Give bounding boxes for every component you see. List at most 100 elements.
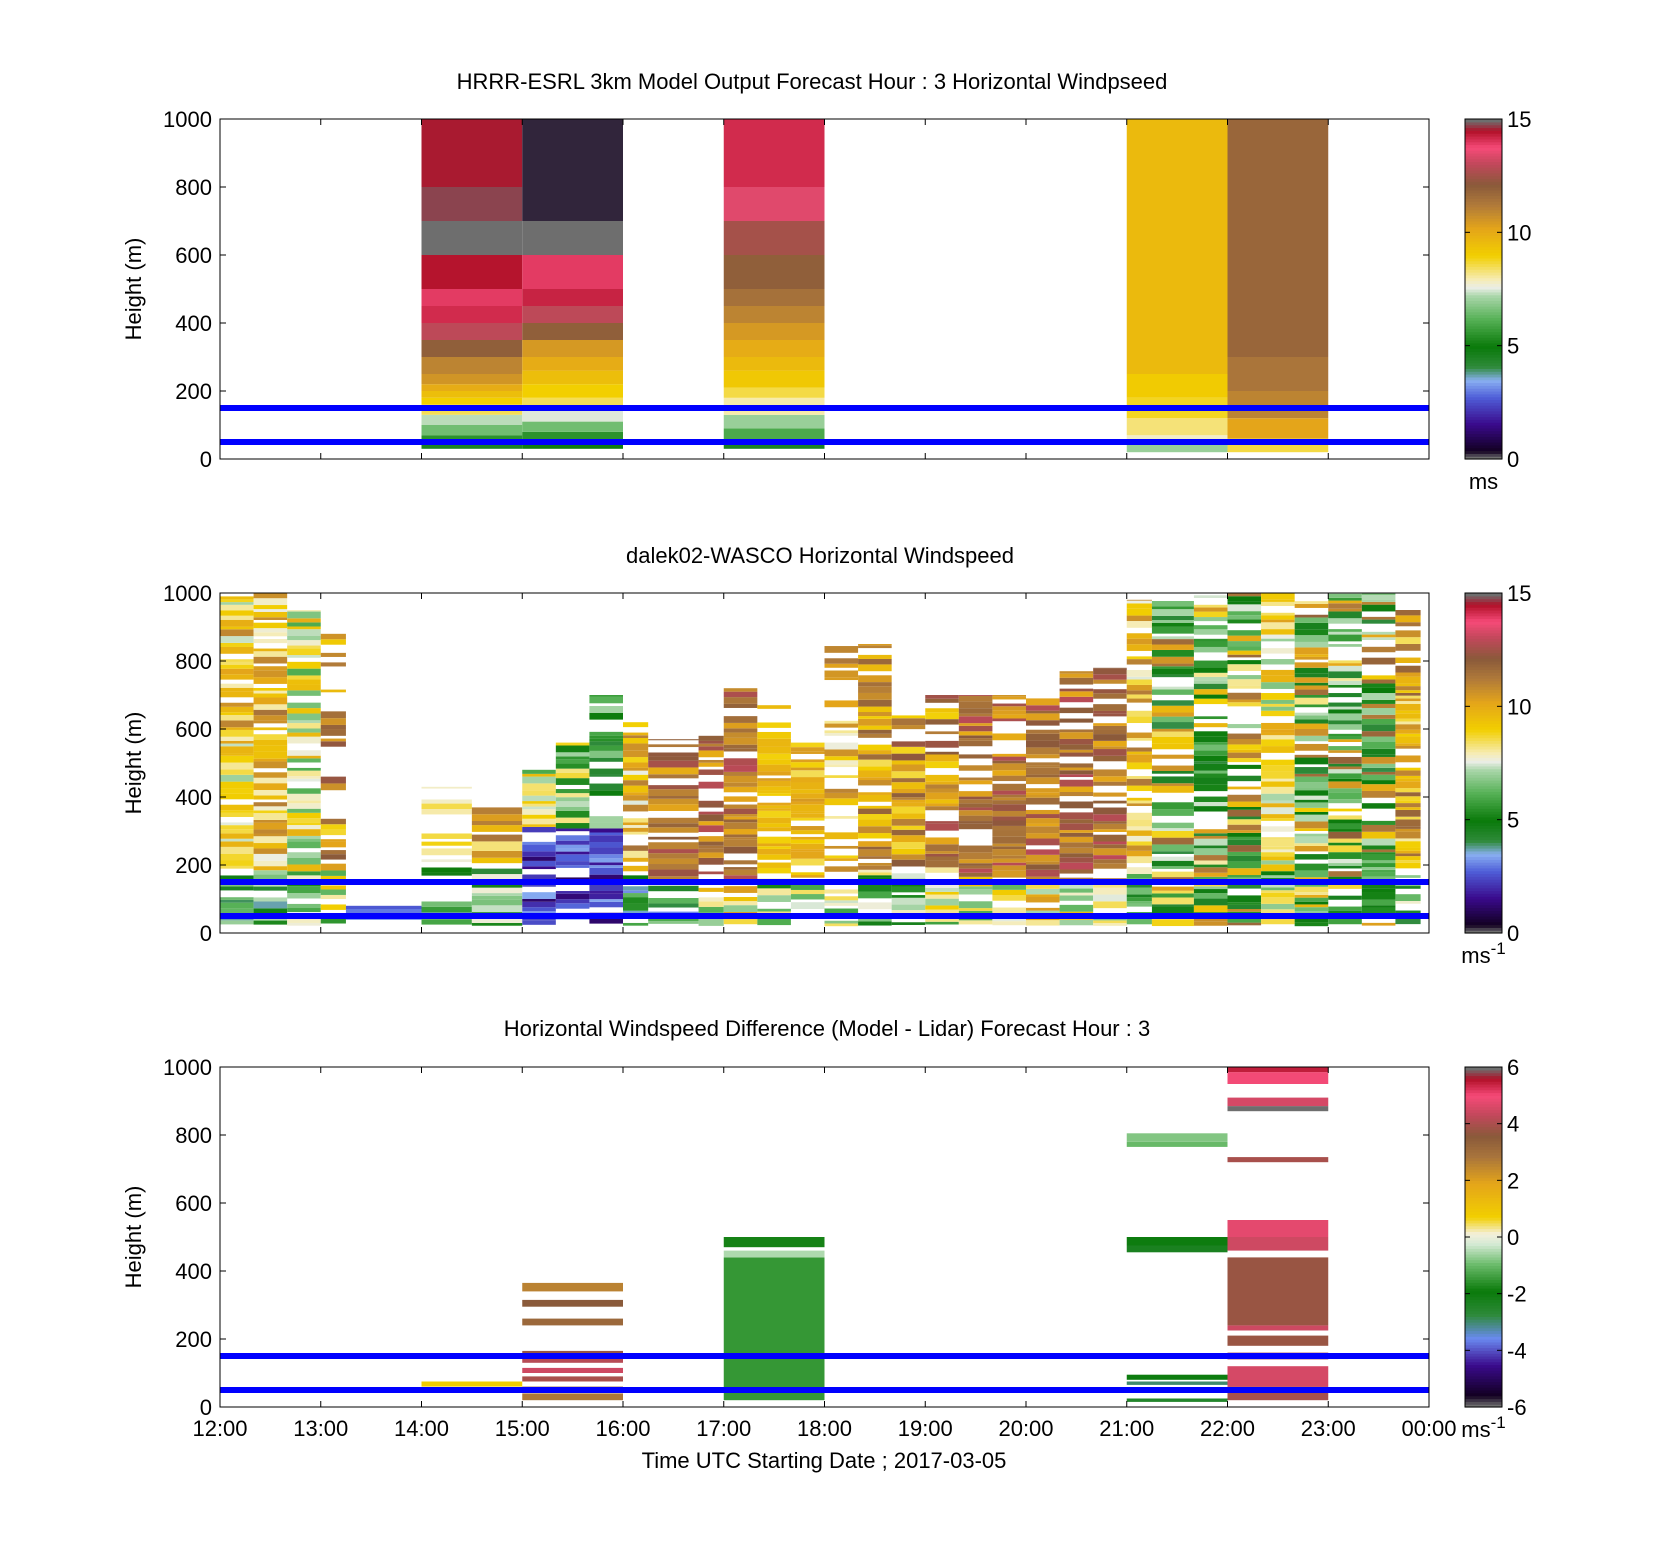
heatmap-cell <box>1126 694 1152 699</box>
colorbar-swatch <box>1465 887 1502 892</box>
heatmap-cell <box>1026 720 1060 726</box>
colorbar-swatch <box>1465 1222 1502 1227</box>
heatmap-cell <box>992 884 1026 890</box>
heatmap-cell <box>925 784 959 789</box>
y-tick-label: 800 <box>175 1123 212 1148</box>
heatmap-cell <box>1361 736 1396 743</box>
heatmap-cell <box>1026 876 1060 880</box>
heatmap-cell <box>1361 888 1396 893</box>
heatmap-cell <box>1361 852 1396 855</box>
heatmap-cell <box>1227 1335 1329 1346</box>
heatmap-cell <box>1361 679 1396 684</box>
heatmap-cell <box>925 731 959 735</box>
heatmap-cell <box>1151 716 1194 723</box>
heatmap-cell <box>471 916 523 924</box>
heatmap-cell <box>522 892 556 899</box>
heatmap-cell <box>1294 603 1329 608</box>
heatmap-cell <box>925 803 959 807</box>
heatmap-cell <box>1026 907 1060 911</box>
heatmap-cell <box>555 861 590 866</box>
heatmap-cell <box>723 387 825 398</box>
colorbar-swatch <box>1465 425 1502 429</box>
heatmap-cell <box>925 856 959 861</box>
heatmap-cell <box>421 799 472 804</box>
heatmap-cell <box>1227 801 1262 808</box>
heatmap-cell <box>1328 865 1362 869</box>
heatmap-cell <box>1126 599 1152 601</box>
heatmap-cell <box>1227 855 1262 862</box>
colorbar-swatch <box>1465 331 1502 335</box>
heatmap-cell <box>555 848 590 852</box>
heatmap-cell <box>555 891 590 894</box>
heatmap-cell <box>648 885 699 892</box>
heatmap-cell <box>1261 871 1295 876</box>
heatmap-cell <box>925 719 959 725</box>
heatmap-cell <box>723 187 825 221</box>
heatmap-cell <box>790 801 825 805</box>
colorbar-tick-label: 0 <box>1507 447 1519 472</box>
colorbar-swatch <box>1465 737 1502 741</box>
heatmap-cell <box>320 639 346 645</box>
heatmap-cell <box>1059 718 1094 723</box>
heatmap-cell <box>471 905 523 913</box>
heatmap-cell <box>1294 916 1329 923</box>
heatmap-cell <box>522 860 556 867</box>
heatmap-cell <box>1227 1072 1329 1084</box>
colorbar-swatch <box>1465 1157 1502 1162</box>
heatmap-cell <box>1193 680 1228 684</box>
heatmap-cell <box>253 843 288 849</box>
heatmap-cell <box>1328 629 1362 632</box>
heatmap-cell <box>1261 875 1295 878</box>
heatmap-cell <box>824 700 859 708</box>
heatmap-cell <box>253 727 288 731</box>
heatmap-cell <box>1395 853 1421 857</box>
heatmap-cell <box>992 800 1026 805</box>
heatmap-cell <box>757 827 791 832</box>
heatmap-cell <box>1294 757 1329 765</box>
heatmap-cell <box>1261 693 1295 700</box>
heatmap-cell <box>220 602 254 605</box>
heatmap-cell <box>1193 755 1228 762</box>
heatmap-cell <box>1328 750 1362 753</box>
colorbar-swatch <box>1465 686 1502 690</box>
heatmap-cell <box>958 920 993 925</box>
heatmap-cell <box>1193 802 1228 807</box>
heatmap-cell <box>1261 765 1295 772</box>
heatmap-cell <box>992 846 1026 850</box>
heatmap-cell <box>522 442 623 449</box>
heatmap-cell <box>1126 901 1152 904</box>
colorbar-swatch <box>1465 1290 1502 1295</box>
heatmap-cell <box>253 628 288 633</box>
heatmap-cell <box>824 742 859 750</box>
colorbar-swatch <box>1465 833 1502 838</box>
heatmap-cell <box>220 825 254 830</box>
colorbar-swatch <box>1465 910 1502 914</box>
y-tick-label: 1000 <box>163 107 212 132</box>
heatmap-cell <box>1126 785 1152 792</box>
heatmap-cell <box>1395 838 1421 842</box>
heatmap-cell <box>1361 718 1396 725</box>
colorbar-swatch <box>1465 646 1502 651</box>
heatmap-cell <box>1395 718 1421 722</box>
heatmap-cell <box>698 852 724 858</box>
colorbar-swatch <box>1465 246 1502 250</box>
heatmap-cell <box>858 862 892 866</box>
heatmap-cell <box>1151 622 1194 627</box>
heatmap-cell <box>287 684 321 691</box>
heatmap-cell <box>648 789 699 797</box>
heatmap-cell <box>958 852 993 860</box>
colorbar-swatch <box>1465 1330 1502 1334</box>
colorbar-swatch <box>1465 884 1502 889</box>
heatmap-cell <box>925 844 959 852</box>
heatmap-cell <box>1294 635 1329 642</box>
heatmap-cell <box>1361 748 1396 755</box>
heatmap-cell <box>992 862 1026 866</box>
heatmap-cell <box>698 836 724 842</box>
heatmap-cell <box>1361 742 1396 749</box>
heatmap-cell <box>891 788 926 794</box>
heatmap-cell <box>698 746 724 751</box>
colorbar-swatch <box>1465 672 1502 676</box>
heatmap-cell <box>1193 736 1228 743</box>
heatmap-cell <box>648 796 699 799</box>
heatmap-cell <box>522 776 556 784</box>
